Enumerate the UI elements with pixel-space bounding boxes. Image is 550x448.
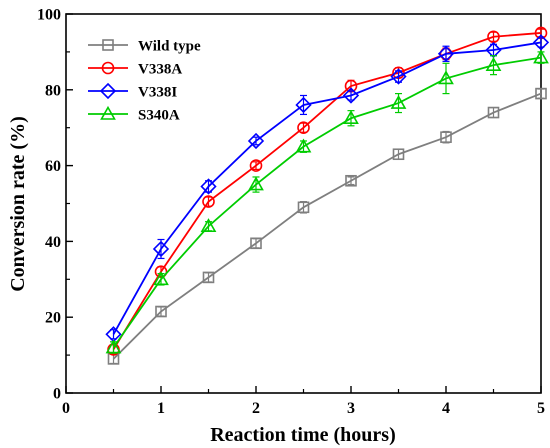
y-tick-label: 80 — [45, 82, 61, 99]
x-tick-label: 3 — [347, 400, 355, 417]
series-line — [112, 41, 542, 335]
data-point — [485, 57, 502, 71]
x-tick-label: 4 — [442, 400, 450, 417]
legend-label: S340A — [138, 108, 180, 124]
legend-marker — [101, 61, 115, 75]
data-point — [438, 70, 454, 85]
x-tick-label: 1 — [157, 400, 165, 417]
data-point — [202, 195, 215, 208]
data-point — [249, 159, 263, 172]
y-tick-label: 20 — [45, 310, 61, 327]
data-point — [392, 148, 405, 161]
data-point — [295, 96, 312, 114]
data-point — [105, 339, 122, 354]
data-point — [152, 240, 170, 258]
data-point — [295, 138, 312, 153]
series-wild-type — [107, 87, 547, 365]
series-group — [105, 26, 550, 365]
data-point — [390, 94, 407, 109]
axes-group: 0 1 2 3 4 5 0 20 40 60 80 100 — [37, 7, 545, 418]
data-point — [440, 131, 452, 143]
legend-marker — [100, 105, 116, 120]
data-point — [247, 132, 265, 150]
y-tick-label: 100 — [37, 7, 61, 24]
y-tick-label: 60 — [45, 158, 61, 175]
data-point — [345, 174, 357, 187]
data-point — [153, 271, 169, 286]
legend-item-v338i: V338I — [88, 82, 177, 101]
data-point — [200, 218, 217, 233]
legend-item-s340a: S340A — [88, 105, 180, 124]
legend-label: V338I — [138, 85, 177, 101]
data-point — [297, 201, 310, 214]
x-tick-label: 5 — [537, 400, 545, 417]
legend-label: V338A — [138, 62, 182, 78]
data-point — [390, 68, 407, 85]
series-s340a — [105, 49, 549, 354]
data-point — [202, 271, 215, 284]
legend-label: Wild type — [138, 39, 201, 55]
data-point — [155, 305, 167, 318]
legend-item-wild-type: Wild type — [88, 39, 201, 55]
series-v338i — [105, 34, 550, 343]
data-point — [250, 237, 262, 250]
x-axis-title: Reaction time (hours) — [210, 424, 396, 446]
data-point — [342, 87, 360, 104]
data-point — [437, 45, 455, 62]
data-point — [343, 110, 359, 125]
data-point — [248, 176, 264, 191]
x-tick-label: 0 — [62, 400, 70, 417]
x-tick-label: 2 — [252, 400, 260, 417]
series-line — [112, 92, 542, 360]
series-line — [112, 56, 542, 349]
data-point — [200, 178, 217, 195]
legend: Wild type V338A V338I S340A — [88, 39, 201, 124]
data-point — [533, 49, 549, 64]
legend-item-v338a: V338A — [88, 62, 182, 78]
legend-marker — [102, 39, 114, 51]
legend-marker — [99, 82, 117, 100]
y-tick-label: 0 — [53, 386, 61, 403]
data-point — [535, 87, 547, 100]
y-tick-label: 40 — [45, 234, 61, 251]
data-point — [297, 121, 310, 134]
data-point — [532, 34, 550, 51]
data-point — [487, 106, 500, 119]
y-axis-title: Conversion rate (%) — [7, 116, 29, 292]
series-line — [112, 32, 542, 350]
